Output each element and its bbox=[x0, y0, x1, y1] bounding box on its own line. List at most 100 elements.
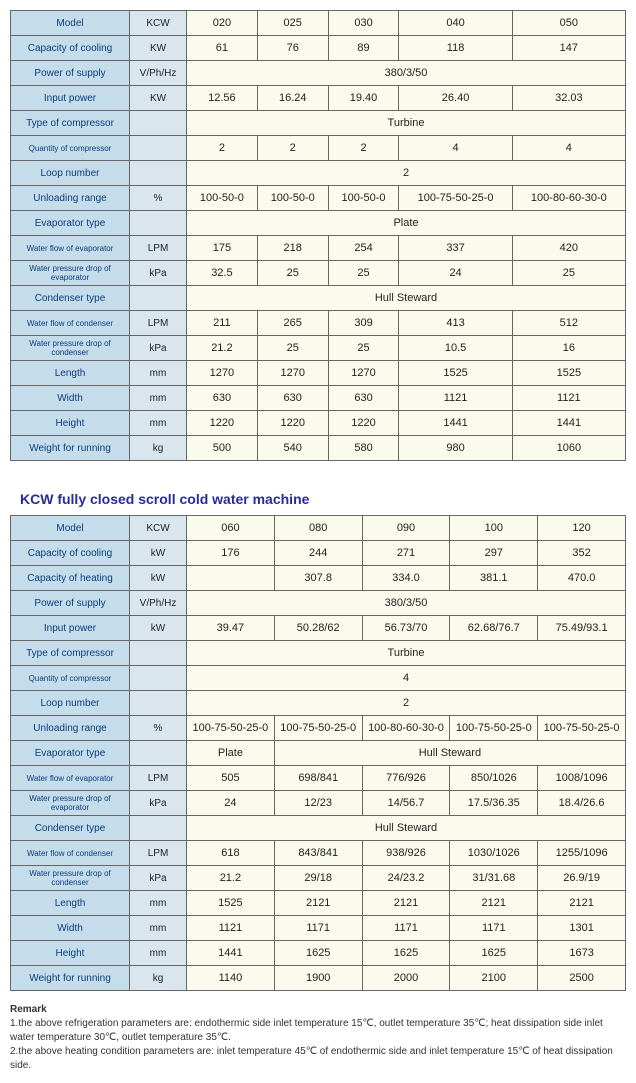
remark-block: Remark 1.the above refrigeration paramet… bbox=[10, 1003, 626, 1073]
row-cell: 1121 bbox=[512, 386, 625, 411]
spec-table-1: ModelKCW020025030040050Capacity of cooli… bbox=[10, 10, 626, 461]
row-cell: 040 bbox=[399, 11, 512, 36]
row-cell: 060 bbox=[187, 516, 275, 541]
row-cell: 24/23.2 bbox=[362, 866, 450, 891]
row-cell: 118 bbox=[399, 36, 512, 61]
row-label: Length bbox=[11, 891, 130, 916]
row-label: Height bbox=[11, 411, 130, 436]
row-cell: 1441 bbox=[512, 411, 625, 436]
row-label: Water pressure drop of evaporator bbox=[11, 791, 130, 816]
row-cell: 1525 bbox=[399, 361, 512, 386]
row-label: Length bbox=[11, 361, 130, 386]
row-cell: 1525 bbox=[512, 361, 625, 386]
row-unit: mm bbox=[130, 361, 187, 386]
row-label: Model bbox=[11, 516, 130, 541]
row-cell: 850/1026 bbox=[450, 766, 538, 791]
row-label: Power of supply bbox=[11, 591, 130, 616]
row-cell: 1008/1096 bbox=[538, 766, 626, 791]
row-cell: 26.9/19 bbox=[538, 866, 626, 891]
row-cell: 39.47 bbox=[187, 616, 275, 641]
row-cell: 18.4/26.6 bbox=[538, 791, 626, 816]
row-cell: 32.5 bbox=[187, 261, 258, 286]
row-cell: 10.5 bbox=[399, 336, 512, 361]
row-cell: 76 bbox=[257, 36, 328, 61]
row-label: Water flow of evaporator bbox=[11, 766, 130, 791]
row-cell: 100-75-50-25-0 bbox=[450, 716, 538, 741]
row-label: Power of supply bbox=[11, 61, 130, 86]
row-cell: 254 bbox=[328, 236, 399, 261]
row-unit: kPa bbox=[130, 866, 187, 891]
row-label: Water flow of condenser bbox=[11, 841, 130, 866]
row-label: Capacity of cooling bbox=[11, 36, 130, 61]
row-label: Weight for running bbox=[11, 436, 130, 461]
row-cell: 50.28/62 bbox=[274, 616, 362, 641]
row-cell: 26.40 bbox=[399, 86, 512, 111]
row-cell: 2 bbox=[328, 136, 399, 161]
row-label: Width bbox=[11, 916, 130, 941]
row-cell: 75.49/93.1 bbox=[538, 616, 626, 641]
row-cell: 147 bbox=[512, 36, 625, 61]
row-cell: 334.0 bbox=[362, 566, 450, 591]
row-unit: kW bbox=[130, 541, 187, 566]
row-unit: mm bbox=[130, 891, 187, 916]
row-unit: kPa bbox=[130, 336, 187, 361]
row-cell: 1441 bbox=[399, 411, 512, 436]
row-unit: LPM bbox=[130, 236, 187, 261]
row-cell: 4 bbox=[399, 136, 512, 161]
row-cell: 1171 bbox=[450, 916, 538, 941]
remark-line-1: 1.the above refrigeration parameters are… bbox=[10, 1017, 626, 1045]
row-unit: LPM bbox=[130, 311, 187, 336]
row-cell: 4 bbox=[512, 136, 625, 161]
row-span-value: 380/3/50 bbox=[187, 591, 626, 616]
row-span-value: 4 bbox=[187, 666, 626, 691]
row-label: Model bbox=[11, 11, 130, 36]
row-cell: 24 bbox=[187, 791, 275, 816]
row-cell: 25 bbox=[257, 261, 328, 286]
row-label: Capacity of heating bbox=[11, 566, 130, 591]
row-cell: 618 bbox=[187, 841, 275, 866]
row-cell: 56.73/70 bbox=[362, 616, 450, 641]
row-cell: 1220 bbox=[257, 411, 328, 436]
row-span-value: 2 bbox=[187, 691, 626, 716]
row-cell: 100-75-50-25-0 bbox=[538, 716, 626, 741]
row-cell: 25 bbox=[512, 261, 625, 286]
row-cell: 1220 bbox=[328, 411, 399, 436]
row-label: Water flow of evaporator bbox=[11, 236, 130, 261]
row-span-value: 380/3/50 bbox=[187, 61, 626, 86]
row-cell bbox=[187, 566, 275, 591]
row-unit: LPM bbox=[130, 766, 187, 791]
row-cell: 381.1 bbox=[450, 566, 538, 591]
row-cell: 100-50-0 bbox=[187, 186, 258, 211]
row-cell: 309 bbox=[328, 311, 399, 336]
row-cell: 271 bbox=[362, 541, 450, 566]
row-unit: LPM bbox=[130, 841, 187, 866]
row-cell: 352 bbox=[538, 541, 626, 566]
row-cell: 1673 bbox=[538, 941, 626, 966]
row-label: Water pressure drop of evaporator bbox=[11, 261, 130, 286]
row-cell: 776/926 bbox=[362, 766, 450, 791]
row-cell: 175 bbox=[187, 236, 258, 261]
row-unit bbox=[130, 816, 187, 841]
section-title-2: KCW fully closed scroll cold water machi… bbox=[20, 491, 626, 507]
row-split-value: Plate bbox=[187, 741, 275, 766]
row-cell: 1301 bbox=[538, 916, 626, 941]
row-unit: KW bbox=[130, 86, 187, 111]
row-cell: 100-75-50-25-0 bbox=[399, 186, 512, 211]
row-cell: 630 bbox=[187, 386, 258, 411]
row-cell: 17.5/36.35 bbox=[450, 791, 538, 816]
row-label: Loop number bbox=[11, 691, 130, 716]
row-span-value: Plate bbox=[187, 211, 626, 236]
row-cell: 89 bbox=[328, 36, 399, 61]
row-cell: 1900 bbox=[274, 966, 362, 991]
row-cell: 100-80-60-30-0 bbox=[512, 186, 625, 211]
row-label: Quantity of compressor bbox=[11, 136, 130, 161]
row-cell: 307.8 bbox=[274, 566, 362, 591]
row-cell: 16.24 bbox=[257, 86, 328, 111]
row-cell: 1625 bbox=[362, 941, 450, 966]
row-cell: 512 bbox=[512, 311, 625, 336]
row-unit: KW bbox=[130, 36, 187, 61]
row-label: Unloading range bbox=[11, 186, 130, 211]
row-cell: 62.68/76.7 bbox=[450, 616, 538, 641]
row-cell: 100-75-50-25-0 bbox=[187, 716, 275, 741]
row-cell: 29/18 bbox=[274, 866, 362, 891]
